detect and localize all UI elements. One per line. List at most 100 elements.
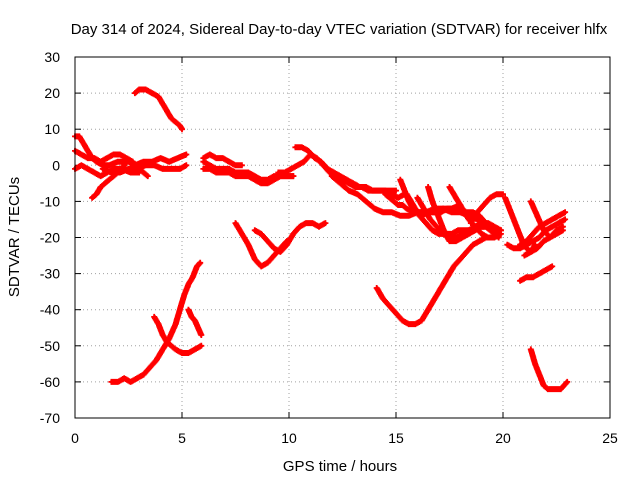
- data-point: [196, 326, 200, 330]
- data-point: [135, 167, 139, 171]
- data-point: [383, 192, 387, 196]
- data-point: [266, 239, 270, 243]
- data-point: [396, 203, 400, 207]
- data-points: [251, 220, 329, 255]
- y-tick-label: -20: [40, 230, 60, 246]
- data-point: [387, 304, 392, 308]
- data-point: [381, 297, 385, 301]
- data-point: [542, 228, 546, 232]
- data-point: [439, 221, 443, 225]
- y-tick-label: 10: [44, 121, 60, 137]
- tick-layer: 0 5 10 15 20 25 -70 -60 -50 -40 -30 -20 -10 0 10 20 30: [40, 49, 618, 446]
- data-point: [293, 145, 298, 149]
- data-point: [417, 214, 422, 218]
- data-point: [253, 257, 257, 261]
- data-point: [152, 315, 156, 319]
- data-point: [283, 170, 287, 175]
- data-point: [561, 228, 565, 232]
- data-point: [345, 178, 349, 182]
- data-point: [432, 297, 437, 301]
- data-point: [150, 160, 154, 164]
- data-point: [537, 373, 541, 377]
- data-point: [531, 239, 535, 243]
- y-tick-label: -30: [40, 266, 60, 282]
- y-tick-label: 20: [44, 85, 60, 101]
- data-point: [165, 340, 169, 344]
- data-point: [141, 160, 146, 164]
- data-point: [285, 243, 289, 247]
- data-point: [422, 207, 426, 211]
- data-point: [550, 225, 554, 229]
- data-point: [398, 178, 402, 182]
- data-points: [185, 306, 205, 338]
- data-point: [396, 196, 400, 200]
- data-point: [535, 214, 539, 218]
- data-point: [387, 196, 392, 200]
- data-point: [550, 264, 554, 268]
- data-point: [467, 232, 471, 236]
- data-point: [103, 181, 107, 185]
- data-point: [317, 225, 321, 229]
- data-point: [118, 152, 122, 157]
- data-point: [152, 163, 156, 167]
- data-point: [400, 318, 405, 323]
- data-point: [133, 91, 137, 95]
- data-point: [381, 210, 385, 214]
- data-point: [173, 347, 178, 352]
- series-arc-7: [131, 86, 185, 133]
- data-point: [443, 232, 447, 236]
- data-point: [109, 170, 113, 175]
- data-point: [319, 160, 323, 164]
- data-point: [377, 188, 381, 193]
- data-point: [77, 134, 81, 139]
- data-point: [208, 167, 212, 171]
- data-point: [488, 196, 492, 200]
- data-point: [524, 275, 529, 279]
- data-point: [482, 203, 486, 207]
- data-point: [542, 383, 546, 388]
- data-point: [473, 225, 477, 229]
- data-point: [184, 163, 188, 167]
- data-point: [347, 188, 351, 193]
- data-point: [447, 185, 452, 189]
- data-point: [146, 174, 150, 178]
- data-point: [548, 235, 552, 240]
- data-point: [310, 221, 315, 225]
- series-arc-14: [232, 220, 290, 270]
- data-point: [351, 181, 355, 185]
- data-point: [92, 170, 96, 175]
- data-point: [107, 163, 111, 167]
- data-point: [477, 239, 482, 243]
- data-point: [161, 333, 165, 337]
- data-point: [116, 160, 120, 164]
- data-point: [480, 225, 484, 229]
- data-point: [253, 228, 257, 232]
- data-point: [394, 311, 398, 315]
- data-point: [154, 358, 158, 362]
- data-point: [298, 225, 302, 229]
- data-point: [199, 333, 203, 337]
- data-point: [458, 257, 462, 261]
- data-point: [178, 167, 182, 171]
- data-point: [405, 192, 409, 196]
- data-point: [435, 210, 439, 214]
- data-point: [246, 243, 250, 247]
- data-point: [253, 178, 257, 182]
- data-point: [546, 387, 550, 391]
- data-point: [503, 196, 507, 200]
- data-point: [426, 308, 430, 312]
- data-points: [527, 346, 571, 393]
- data-point: [150, 91, 154, 95]
- y-tick-label: -60: [40, 374, 60, 390]
- data-point: [195, 264, 199, 268]
- data-point: [494, 192, 499, 196]
- y-axis-label: SDTVAR / TECUs: [6, 177, 23, 297]
- data-point: [173, 120, 178, 124]
- data-point: [198, 261, 202, 265]
- data-point: [533, 243, 537, 247]
- data-point: [492, 228, 497, 232]
- data-point: [358, 185, 362, 189]
- data-point: [364, 199, 368, 203]
- data-point: [471, 243, 475, 247]
